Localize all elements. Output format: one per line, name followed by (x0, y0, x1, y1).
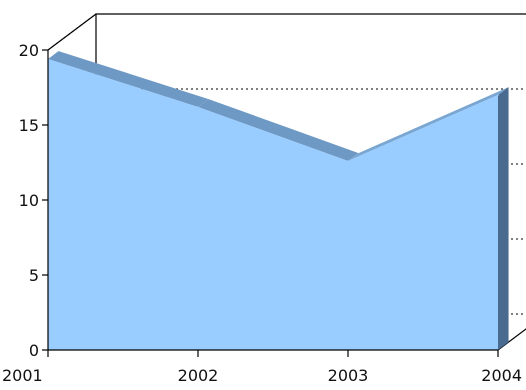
y-tick-label: 15 (19, 116, 39, 135)
data-point (347, 160, 349, 162)
data-point (197, 106, 199, 108)
area-front-face (48, 59, 498, 350)
y-gridline (47, 13, 526, 51)
y-tick-label: 20 (19, 41, 39, 60)
x-tick-label: 2003 (328, 366, 369, 385)
y-tick-label: 5 (29, 266, 39, 285)
tick-labels: 0 5 10 15 20 2001 2002 2003 2004 (2, 41, 522, 385)
x-tick-label: 2001 (2, 366, 43, 385)
floor-edge (497, 328, 526, 351)
y-tick-label: 0 (29, 341, 39, 360)
chart-axes (42, 13, 499, 357)
area-top-face (348, 87, 509, 161)
area-top-face (48, 51, 209, 107)
y-tick-label: 10 (19, 191, 39, 210)
x-tick-label: 2004 (481, 366, 522, 385)
area-top-face (198, 99, 359, 161)
y-axis-depth (47, 13, 97, 51)
data-point (497, 94, 499, 96)
area-series (47, 51, 509, 350)
x-tick-label: 2002 (178, 366, 219, 385)
area-side-face (498, 87, 509, 350)
